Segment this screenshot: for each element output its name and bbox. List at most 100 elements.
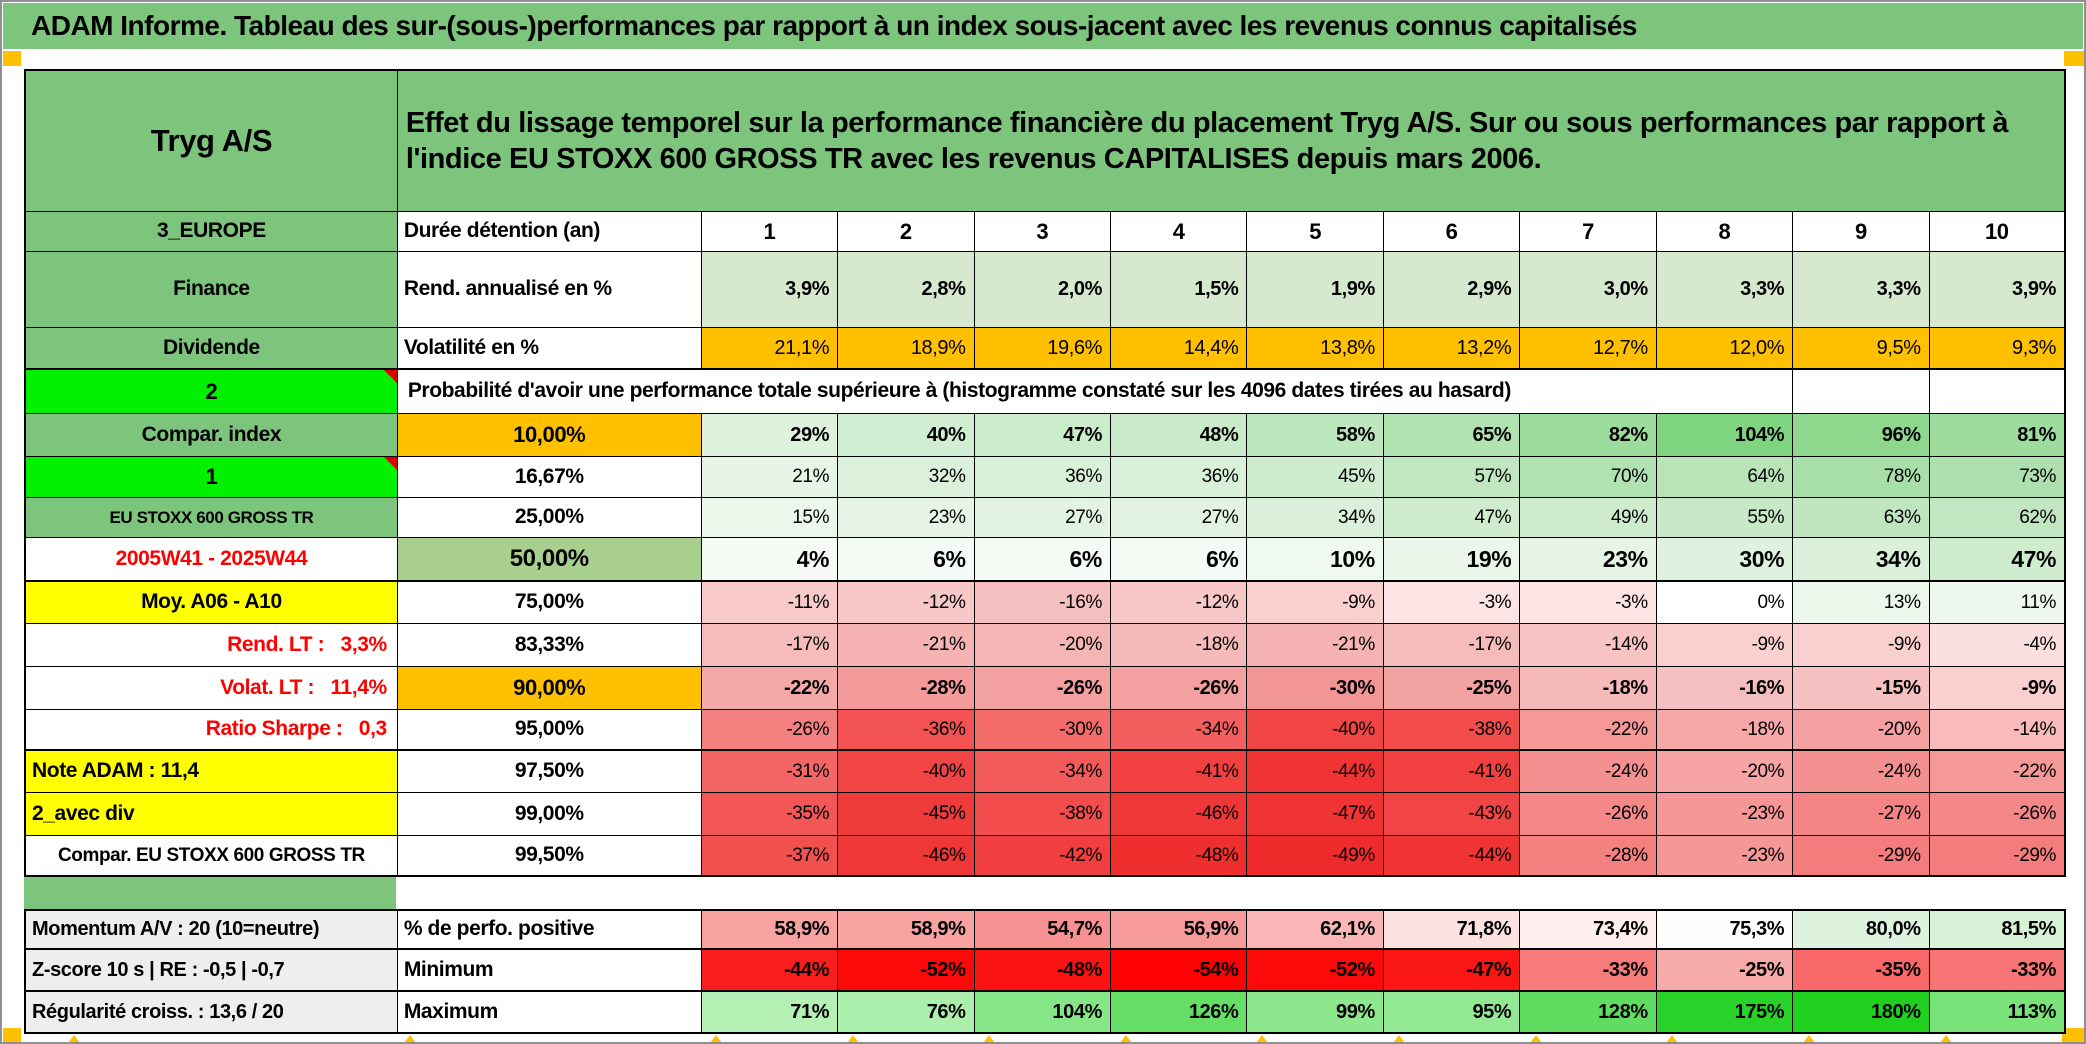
probability-caption-cell[interactable]: Probabilité d'avoir une performance tota… <box>398 370 1794 413</box>
data-cell[interactable]: -18% <box>1110 624 1248 666</box>
data-cell[interactable]: 49% <box>1520 498 1657 537</box>
data-cell[interactable]: 2,0% <box>974 252 1111 327</box>
row-metric[interactable]: Minimum <box>398 950 702 990</box>
data-cell[interactable] <box>1793 370 1930 413</box>
quantile-cell[interactable]: 95,00% <box>398 710 702 749</box>
data-cell[interactable]: -31% <box>701 751 839 792</box>
row-label[interactable]: 2_avec div <box>26 793 398 835</box>
data-cell[interactable]: 6% <box>838 538 975 580</box>
data-cell[interactable]: 47% <box>1929 538 2067 580</box>
data-cell[interactable]: 27% <box>1110 498 1248 537</box>
data-cell[interactable]: 80,0% <box>1793 911 1930 948</box>
data-cell[interactable]: -44% <box>701 950 839 990</box>
data-cell[interactable]: 45% <box>1247 457 1384 497</box>
data-cell[interactable]: -9% <box>1247 582 1384 623</box>
data-cell[interactable]: -27% <box>1793 793 1930 835</box>
data-cell[interactable]: -3% <box>1383 582 1521 623</box>
data-cell[interactable]: 175% <box>1656 992 1794 1032</box>
data-cell[interactable]: 71% <box>701 992 839 1032</box>
holding-period-value[interactable]: 3 <box>975 212 1111 251</box>
data-cell[interactable]: 104% <box>1656 414 1794 456</box>
data-cell[interactable]: 23% <box>1520 538 1657 580</box>
holding-period-value[interactable]: 5 <box>1247 212 1384 251</box>
holding-period-value[interactable]: 7 <box>1520 212 1657 251</box>
data-cell[interactable]: 3,3% <box>1656 252 1794 327</box>
holding-period-value[interactable]: 9 <box>1793 212 1930 251</box>
data-cell[interactable]: 11% <box>1929 582 2067 623</box>
quantile-cell[interactable]: 75,00% <box>398 582 702 623</box>
data-cell[interactable]: 0% <box>1656 582 1794 623</box>
data-cell[interactable]: 58% <box>1247 414 1384 456</box>
data-cell[interactable]: -34% <box>1110 710 1248 749</box>
quantile-cell[interactable]: 25,00% <box>398 498 702 537</box>
data-cell[interactable]: -43% <box>1383 793 1521 835</box>
row-label[interactable]: 3_EUROPE <box>26 212 398 251</box>
data-cell[interactable]: 29% <box>701 414 839 456</box>
data-cell[interactable]: 21% <box>701 457 839 497</box>
spacer-blank[interactable] <box>396 877 2065 909</box>
data-cell[interactable]: 47% <box>974 414 1111 456</box>
data-cell[interactable]: -26% <box>1929 793 2067 835</box>
data-cell[interactable]: -35% <box>1793 950 1930 990</box>
data-cell[interactable]: 12,0% <box>1656 328 1794 368</box>
row-label[interactable]: Rend. LT : 3,3% <box>26 624 398 666</box>
data-cell[interactable]: -22% <box>1520 710 1657 749</box>
row-label[interactable]: Note ADAM : 11,4 <box>26 751 398 792</box>
data-cell[interactable]: 19,6% <box>974 328 1111 368</box>
data-cell[interactable]: 40% <box>838 414 975 456</box>
data-cell[interactable]: 3,0% <box>1520 252 1657 327</box>
data-cell[interactable]: -18% <box>1656 710 1794 749</box>
holding-period-value[interactable]: 8 <box>1657 212 1794 251</box>
data-cell[interactable]: -42% <box>974 836 1111 875</box>
data-cell[interactable]: 58,9% <box>701 911 839 948</box>
data-cell[interactable]: -4% <box>1929 624 2067 666</box>
data-cell[interactable]: 95% <box>1383 992 1521 1032</box>
data-cell[interactable]: -37% <box>701 836 839 875</box>
data-cell[interactable]: -33% <box>1929 950 2067 990</box>
data-cell[interactable]: 13,8% <box>1247 328 1384 368</box>
data-cell[interactable]: 99% <box>1247 992 1384 1032</box>
data-cell[interactable]: 81,5% <box>1929 911 2067 948</box>
data-cell[interactable]: -30% <box>1247 667 1384 709</box>
fund-name-cell[interactable]: Tryg A/S <box>26 71 398 211</box>
data-cell[interactable]: -26% <box>701 710 839 749</box>
data-cell[interactable]: 54,7% <box>974 911 1111 948</box>
row-metric[interactable]: Rend. annualisé en % <box>398 252 702 327</box>
data-cell[interactable]: -21% <box>1247 624 1384 666</box>
data-cell[interactable]: -15% <box>1793 667 1930 709</box>
holding-period-value[interactable]: 1 <box>702 212 839 251</box>
row-label[interactable]: Moy. A06 - A10 <box>26 582 398 623</box>
data-cell[interactable]: -35% <box>701 793 839 835</box>
spacer-cell[interactable] <box>24 877 396 909</box>
row-label[interactable]: Compar. index <box>26 414 398 456</box>
data-cell[interactable]: -33% <box>1520 950 1657 990</box>
data-cell[interactable]: 58,9% <box>838 911 975 948</box>
data-cell[interactable]: 3,9% <box>1929 252 2067 327</box>
data-cell[interactable]: 6% <box>974 538 1111 580</box>
row-label[interactable]: Momentum A/V : 20 (10=neutre) <box>26 911 398 948</box>
data-cell[interactable]: -25% <box>1383 667 1521 709</box>
data-cell[interactable]: 62% <box>1929 498 2067 537</box>
data-cell[interactable]: 73% <box>1929 457 2067 497</box>
data-cell[interactable]: -22% <box>1929 751 2067 792</box>
data-cell[interactable]: 48% <box>1110 414 1248 456</box>
data-cell[interactable]: -38% <box>1383 710 1521 749</box>
data-cell[interactable]: 57% <box>1383 457 1521 497</box>
data-cell[interactable]: -16% <box>974 582 1111 623</box>
data-cell[interactable]: -41% <box>1110 751 1248 792</box>
data-cell[interactable]: -36% <box>838 710 975 749</box>
data-cell[interactable]: 14,4% <box>1110 328 1248 368</box>
row-label[interactable]: Finance <box>26 252 398 327</box>
data-cell[interactable]: -9% <box>1656 624 1794 666</box>
data-cell[interactable]: -24% <box>1520 751 1657 792</box>
row-label[interactable]: Z-score 10 s | RE : -0,5 | -0,7 <box>26 950 398 990</box>
row-label[interactable]: Régularité croiss. : 13,6 / 20 <box>26 992 398 1032</box>
data-cell[interactable]: -46% <box>838 836 975 875</box>
data-cell[interactable]: -41% <box>1383 751 1521 792</box>
data-cell[interactable]: -34% <box>974 751 1111 792</box>
row-label[interactable]: Dividende <box>26 328 398 368</box>
holding-period-value[interactable]: 6 <box>1384 212 1521 251</box>
data-cell[interactable]: 30% <box>1656 538 1794 580</box>
data-cell[interactable]: -44% <box>1247 751 1384 792</box>
data-cell[interactable]: 75,3% <box>1656 911 1794 948</box>
